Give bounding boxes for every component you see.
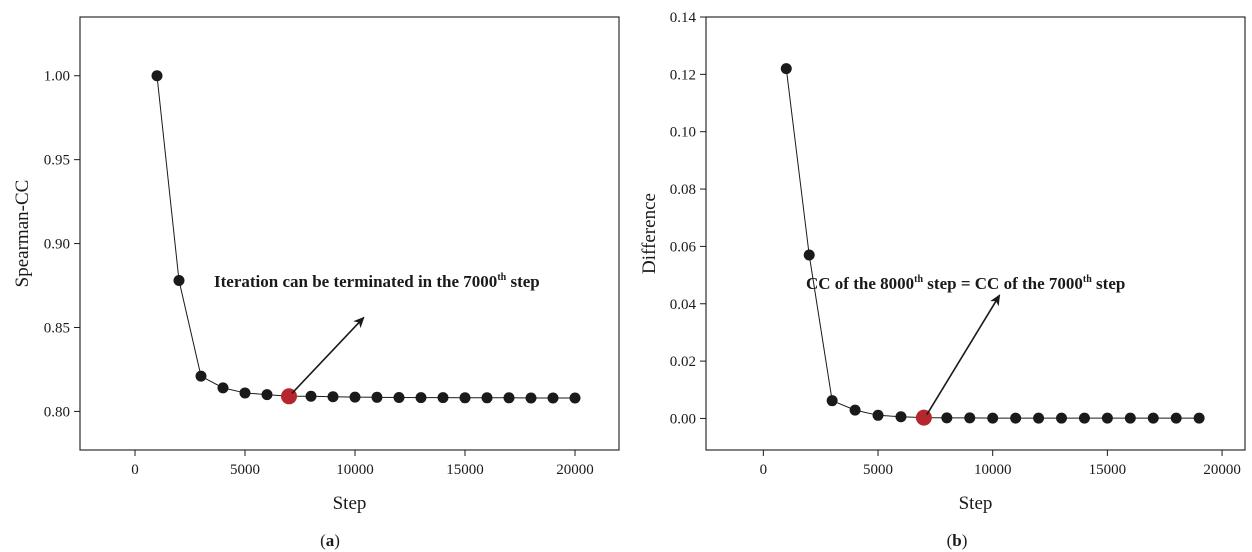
x-tick-label: 15000 bbox=[446, 462, 484, 478]
x-tick-label: 15000 bbox=[1089, 462, 1127, 478]
data-point bbox=[217, 382, 229, 394]
data-point bbox=[327, 391, 339, 403]
data-point bbox=[415, 392, 427, 404]
data-point bbox=[987, 412, 999, 424]
data-point bbox=[964, 412, 976, 424]
annotation-text: CC of the 8000th step = CC of the 7000th… bbox=[806, 274, 1125, 293]
y-tick-label: 1.00 bbox=[44, 69, 70, 85]
data-point bbox=[1147, 412, 1159, 424]
data-point bbox=[525, 392, 537, 404]
data-point bbox=[239, 387, 251, 399]
y-tick-label: 0.08 bbox=[670, 182, 696, 198]
data-point bbox=[1170, 412, 1182, 424]
y-tick-label: 0.85 bbox=[44, 320, 70, 336]
y-tick-label: 0.06 bbox=[670, 239, 697, 255]
x-tick-label: 5000 bbox=[863, 462, 893, 478]
data-point bbox=[151, 70, 163, 82]
data-point bbox=[872, 409, 884, 421]
x-tick-label: 20000 bbox=[1203, 462, 1241, 478]
x-tick-label: 10000 bbox=[336, 462, 374, 478]
annotation-arrow bbox=[291, 316, 365, 394]
highlight-point bbox=[915, 409, 932, 426]
x-tick-label: 10000 bbox=[974, 462, 1012, 478]
panel-b: 0 5000 10000 15000 20000 0.00 0.02 0.04 0.06 0.08… bbox=[639, 10, 1246, 550]
y-tick-label: 0.14 bbox=[670, 10, 697, 26]
data-point bbox=[569, 392, 581, 404]
plot-frame-b bbox=[705, 16, 1246, 451]
data-point bbox=[826, 395, 838, 407]
data-point bbox=[481, 392, 493, 404]
data-point bbox=[503, 392, 515, 404]
panel-label-b: (b) bbox=[947, 531, 968, 550]
data-point bbox=[1101, 412, 1113, 424]
data-point bbox=[1124, 412, 1136, 424]
data-point bbox=[305, 390, 317, 402]
y-tick-label: 0.04 bbox=[670, 297, 697, 313]
panel-label-a: (a) bbox=[320, 531, 340, 550]
data-point bbox=[173, 274, 185, 286]
y-tick-label: 0.00 bbox=[670, 411, 696, 427]
data-point bbox=[780, 63, 792, 75]
plot-frame-a bbox=[79, 16, 620, 451]
y-tick-label: 0.90 bbox=[44, 237, 70, 253]
x-axis-title: Step bbox=[333, 493, 367, 514]
data-point bbox=[195, 370, 207, 382]
x-tick-label: 0 bbox=[131, 462, 139, 478]
data-point bbox=[1010, 412, 1022, 424]
panel-a: 0 5000 10000 15000 20000 0.80 0.85 0.90 0.95 1.00… bbox=[12, 16, 620, 550]
data-point bbox=[1056, 412, 1068, 424]
data-point bbox=[371, 391, 383, 403]
x-tick-label: 5000 bbox=[230, 462, 260, 478]
data-point bbox=[547, 392, 559, 404]
series-line bbox=[785, 68, 1200, 419]
y-tick-label: 0.12 bbox=[670, 67, 696, 83]
x-tick-label: 0 bbox=[760, 462, 768, 478]
y-tick-label: 0.80 bbox=[44, 404, 70, 420]
y-axis-title: Difference bbox=[639, 193, 660, 274]
data-point bbox=[895, 411, 907, 423]
data-point bbox=[1193, 412, 1205, 424]
data-point bbox=[1078, 412, 1090, 424]
data-point bbox=[849, 404, 861, 416]
data-point bbox=[437, 392, 449, 404]
y-tick-label: 0.02 bbox=[670, 354, 696, 370]
y-tick-label: 0.10 bbox=[670, 125, 696, 141]
y-axis-title: Spearman-CC bbox=[12, 180, 33, 288]
annotation-arrow bbox=[926, 294, 1001, 416]
data-point bbox=[941, 412, 953, 424]
data-point bbox=[459, 392, 471, 404]
data-point bbox=[349, 391, 361, 403]
data-point bbox=[803, 249, 815, 261]
y-tick-label: 0.95 bbox=[44, 153, 70, 169]
data-point bbox=[393, 391, 405, 403]
data-point bbox=[261, 389, 273, 401]
x-axis-title: Step bbox=[959, 493, 993, 514]
x-tick-label: 20000 bbox=[556, 462, 594, 478]
annotation-text: Iteration can be terminated in the 7000t… bbox=[214, 272, 540, 291]
data-point bbox=[1033, 412, 1045, 424]
series-line bbox=[156, 75, 575, 399]
